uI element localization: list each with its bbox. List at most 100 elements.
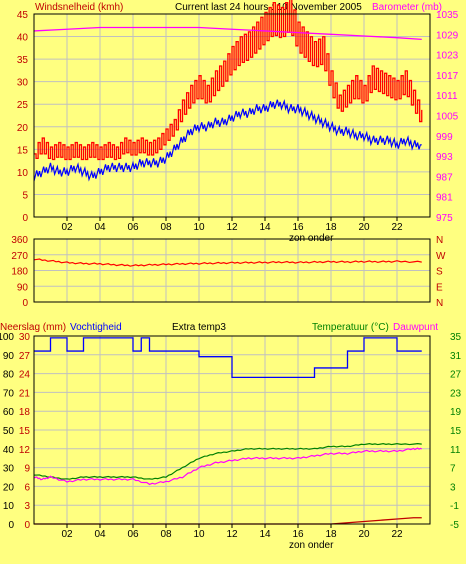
wind-x-tick-label: 20 [358,222,370,233]
rain-y-tick: 30 [19,332,31,343]
wind-y-tick: 15 [17,145,29,156]
humidity-y-tick: 90 [3,351,15,362]
wind-y-tick: 30 [17,78,29,89]
dewpoint-line [33,447,422,486]
climate-x-tick-label: 18 [325,529,337,540]
grid-layer [34,14,430,524]
wind-x-tick-label: 06 [127,222,139,233]
rain-y-tick: 27 [19,351,31,362]
barometer-y-tick: 1011 [436,91,458,102]
wind-x-tick-label: 14 [259,222,271,233]
climate-x-tick-label: 12 [226,529,238,540]
direction-y-tick: 0 [22,298,28,309]
temperature-y-tick: 15 [450,426,462,437]
wind-x-tick-label: 02 [61,222,73,233]
humidity-label: Vochtigheid [70,322,122,333]
wind-y-tick: 25 [17,100,29,111]
barometer-y-tick: 987 [436,172,453,183]
climate-x-tick-label: 10 [193,529,205,540]
wind-x-tick-label: 08 [160,222,172,233]
humidity-y-tick: 20 [3,482,15,493]
humidity-y-tick: 70 [3,388,15,399]
humidity-y-tick: 80 [3,370,15,381]
rain-y-tick: 15 [19,426,31,437]
temperature-y-tick: 35 [450,332,462,343]
temperature-label: Temperatuur (°C) [312,322,389,333]
climate-x-tick-label: 08 [160,529,172,540]
wind-y-tick: 20 [17,123,29,134]
rain-label: Neerslag (mm) [0,322,66,333]
rain-y-tick: 12 [19,445,31,456]
temperature-line [33,443,422,480]
direction-plot-frame [33,238,431,303]
dewpoint-label: Dauwpunt [393,322,438,333]
direction-y-tick: 180 [11,267,28,278]
humidity-y-tick: 100 [0,332,14,343]
temperature-y-tick: 19 [450,407,462,418]
wind-x-sublabel: zon onder [289,233,334,244]
direction-compass-tick: W [436,251,446,262]
barometer-y-tick: 1005 [436,112,459,123]
wind-speed-label: Windsnelheid (kmh) [35,2,123,13]
climate-x-tick-label: 06 [127,529,139,540]
wind-y-tick: 5 [22,190,28,201]
humidity-line [34,337,422,379]
humidity-y-tick: 40 [3,445,15,456]
wind-x-tick-label: 16 [292,222,304,233]
humidity-y-tick: 60 [3,407,15,418]
wind-y-tick: 40 [17,33,29,44]
temperature-y-tick: 23 [450,388,462,399]
wind-x-tick-label: 12 [226,222,238,233]
wind-y-tick: 35 [17,55,29,66]
wind-x-tick-label: 22 [391,222,403,233]
humidity-y-tick: 0 [8,520,14,531]
wind-x-tick-label: 10 [193,222,205,233]
rain-y-tick: 21 [19,388,31,399]
direction-y-tick: 270 [11,251,28,262]
wind-y-tick: 0 [22,213,28,224]
wind-gust-line [34,0,423,161]
temperature-y-tick: 31 [450,351,462,362]
humidity-y-tick: 50 [3,426,15,437]
barometer-y-tick: 993 [436,152,453,163]
direction-compass-tick: E [436,282,443,293]
temperature-y-tick: -5 [450,520,459,531]
climate-x-tick-label: 22 [391,529,403,540]
barometer-line [33,26,422,41]
wind-direction-line [33,258,422,267]
direction-y-tick: 90 [17,282,29,293]
barometer-y-tick: 999 [436,132,453,143]
rain-y-tick: 6 [24,482,30,493]
rain-y-tick: 18 [19,407,31,418]
temperature-y-tick: 7 [450,464,456,475]
temperature-y-tick: 27 [450,370,462,381]
climate-x-tick-label: 04 [94,529,106,540]
direction-y-tick: 360 [11,235,28,246]
humidity-y-tick: 10 [3,501,15,512]
extra-temp-label: Extra temp3 [172,322,226,333]
direction-compass-tick: N [436,235,443,246]
direction-compass-tick: N [436,298,443,309]
wind-x-tick-label: 18 [325,222,337,233]
rain-y-tick: 0 [24,520,30,531]
climate-x-sublabel: zon onder [289,540,334,551]
climate-x-tick-label: 02 [61,529,73,540]
temperature-y-tick: -1 [450,501,459,512]
rain-y-tick: 24 [19,370,31,381]
climate-x-tick-label: 20 [358,529,370,540]
barometer-y-tick: 1017 [436,71,459,82]
humidity-y-tick: 30 [3,464,15,475]
climate-x-tick-label: 14 [259,529,271,540]
barometer-y-tick: 981 [436,193,453,204]
temperature-y-tick: 11 [450,445,461,456]
tick-label-layer: 0510152025303540459759819879939991005101… [0,10,462,551]
climate-x-tick-label: 16 [292,529,304,540]
wind-y-tick: 45 [17,10,29,21]
series-layer [33,0,423,525]
wind-y-tick: 10 [17,168,29,179]
wind-x-tick-label: 04 [94,222,106,233]
wind-average-line [33,98,422,182]
